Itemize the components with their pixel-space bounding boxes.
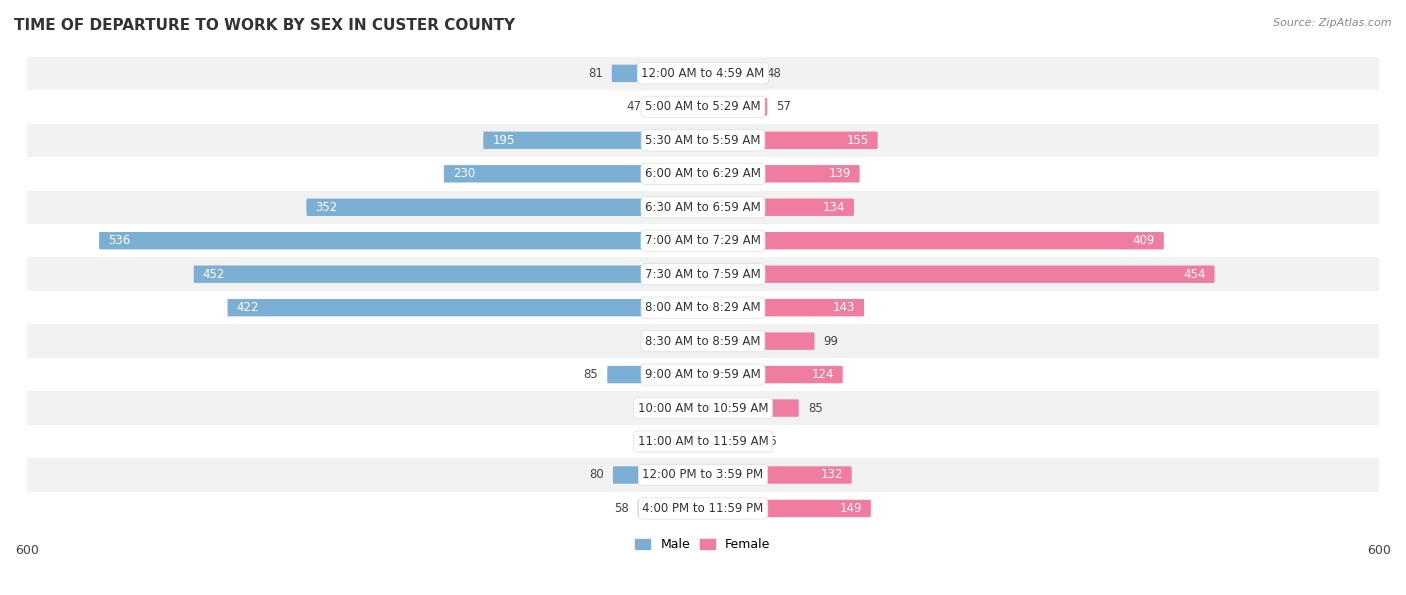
Text: 30: 30: [645, 402, 661, 415]
FancyBboxPatch shape: [703, 299, 865, 317]
Text: 230: 230: [453, 167, 475, 180]
Bar: [27, 324, 1379, 358]
FancyBboxPatch shape: [307, 199, 703, 216]
Bar: [27, 190, 1379, 224]
Bar: [27, 491, 1379, 525]
FancyBboxPatch shape: [703, 399, 799, 416]
FancyBboxPatch shape: [703, 165, 859, 183]
Text: 8:30 AM to 8:59 AM: 8:30 AM to 8:59 AM: [645, 334, 761, 347]
FancyBboxPatch shape: [703, 98, 768, 115]
Bar: [27, 157, 1379, 190]
Text: 134: 134: [823, 201, 845, 214]
Text: 12:00 AM to 4:59 AM: 12:00 AM to 4:59 AM: [641, 67, 765, 80]
Text: 85: 85: [583, 368, 598, 381]
Text: 80: 80: [589, 468, 603, 481]
FancyBboxPatch shape: [703, 500, 870, 517]
FancyBboxPatch shape: [669, 399, 703, 416]
Legend: Male, Female: Male, Female: [630, 534, 776, 556]
Text: 58: 58: [614, 502, 628, 515]
Text: 155: 155: [846, 134, 869, 147]
FancyBboxPatch shape: [669, 333, 703, 350]
FancyBboxPatch shape: [484, 131, 703, 149]
Text: 81: 81: [588, 67, 603, 80]
Text: 124: 124: [811, 368, 834, 381]
Text: 57: 57: [776, 101, 792, 114]
Text: 536: 536: [108, 234, 131, 248]
FancyBboxPatch shape: [703, 232, 1164, 249]
FancyBboxPatch shape: [703, 199, 853, 216]
Text: Source: ZipAtlas.com: Source: ZipAtlas.com: [1274, 18, 1392, 28]
Text: 600: 600: [1367, 544, 1391, 556]
Text: 7:00 AM to 7:29 AM: 7:00 AM to 7:29 AM: [645, 234, 761, 248]
Text: 6:30 AM to 6:59 AM: 6:30 AM to 6:59 AM: [645, 201, 761, 214]
Text: 85: 85: [808, 402, 823, 415]
Text: 352: 352: [315, 201, 337, 214]
FancyBboxPatch shape: [703, 65, 756, 82]
Bar: [27, 57, 1379, 90]
FancyBboxPatch shape: [607, 366, 703, 383]
Text: 47: 47: [626, 101, 641, 114]
FancyBboxPatch shape: [638, 500, 703, 517]
Text: 600: 600: [15, 544, 39, 556]
Text: 143: 143: [832, 301, 855, 314]
Text: TIME OF DEPARTURE TO WORK BY SEX IN CUSTER COUNTY: TIME OF DEPARTURE TO WORK BY SEX IN CUST…: [14, 18, 515, 33]
Text: 409: 409: [1132, 234, 1154, 248]
Text: 11:00 AM to 11:59 AM: 11:00 AM to 11:59 AM: [638, 435, 768, 448]
Text: 30: 30: [645, 334, 661, 347]
Text: 422: 422: [236, 301, 259, 314]
Bar: [27, 458, 1379, 491]
Text: 454: 454: [1184, 268, 1205, 281]
FancyBboxPatch shape: [612, 65, 703, 82]
Text: 195: 195: [492, 134, 515, 147]
FancyBboxPatch shape: [444, 165, 703, 183]
Text: 4:00 PM to 11:59 PM: 4:00 PM to 11:59 PM: [643, 502, 763, 515]
FancyBboxPatch shape: [650, 98, 703, 115]
Bar: [27, 291, 1379, 324]
FancyBboxPatch shape: [703, 333, 814, 350]
Text: 0: 0: [686, 435, 695, 448]
Text: 10:00 AM to 10:59 AM: 10:00 AM to 10:59 AM: [638, 402, 768, 415]
FancyBboxPatch shape: [703, 131, 877, 149]
Text: 45: 45: [762, 435, 778, 448]
Text: 8:00 AM to 8:29 AM: 8:00 AM to 8:29 AM: [645, 301, 761, 314]
Text: 7:30 AM to 7:59 AM: 7:30 AM to 7:59 AM: [645, 268, 761, 281]
FancyBboxPatch shape: [703, 265, 1215, 283]
FancyBboxPatch shape: [703, 433, 754, 450]
FancyBboxPatch shape: [98, 232, 703, 249]
Bar: [27, 258, 1379, 291]
Text: 5:00 AM to 5:29 AM: 5:00 AM to 5:29 AM: [645, 101, 761, 114]
Bar: [27, 425, 1379, 458]
FancyBboxPatch shape: [703, 466, 852, 484]
Text: 132: 132: [820, 468, 842, 481]
FancyBboxPatch shape: [613, 466, 703, 484]
Text: 12:00 PM to 3:59 PM: 12:00 PM to 3:59 PM: [643, 468, 763, 481]
Text: 149: 149: [839, 502, 862, 515]
FancyBboxPatch shape: [194, 265, 703, 283]
Bar: [27, 392, 1379, 425]
Bar: [27, 358, 1379, 392]
Bar: [27, 90, 1379, 124]
Text: 99: 99: [824, 334, 838, 347]
Text: 9:00 AM to 9:59 AM: 9:00 AM to 9:59 AM: [645, 368, 761, 381]
Text: 139: 139: [828, 167, 851, 180]
Bar: [27, 124, 1379, 157]
FancyBboxPatch shape: [228, 299, 703, 317]
Text: 48: 48: [766, 67, 780, 80]
FancyBboxPatch shape: [703, 366, 842, 383]
Text: 452: 452: [202, 268, 225, 281]
Text: 5:30 AM to 5:59 AM: 5:30 AM to 5:59 AM: [645, 134, 761, 147]
Bar: [27, 224, 1379, 258]
Text: 6:00 AM to 6:29 AM: 6:00 AM to 6:29 AM: [645, 167, 761, 180]
